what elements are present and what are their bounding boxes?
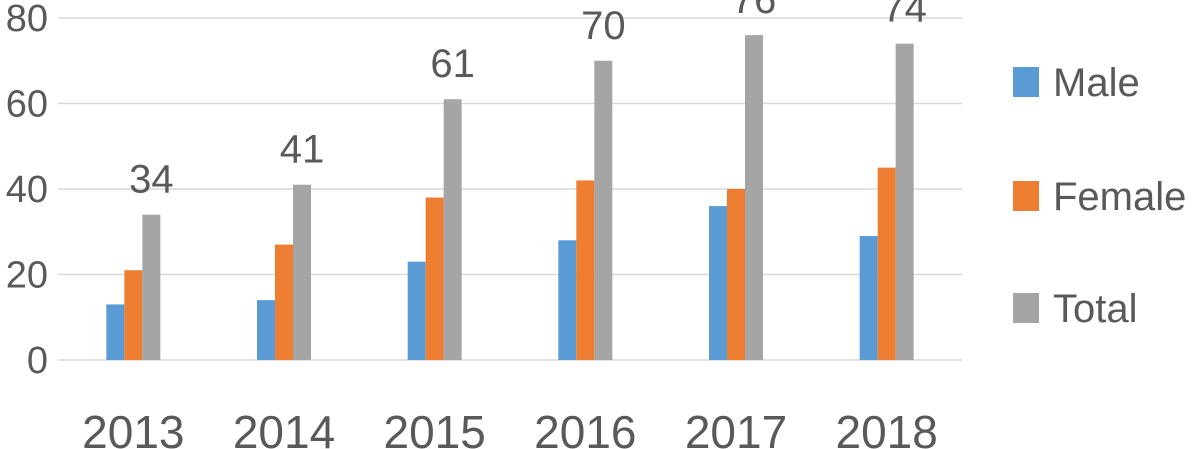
bar-total-2016	[594, 60, 613, 360]
data-labels: 34 41 61 70 76 74	[129, 0, 927, 202]
x-tick-label-2018: 2018	[835, 406, 937, 449]
y-tick-label-0: 0	[27, 340, 48, 382]
bars	[106, 35, 914, 361]
y-tick-label-40: 40	[6, 169, 48, 211]
bar-female-2014	[275, 244, 293, 360]
bar-female-2016	[576, 180, 595, 360]
data-label-total-2013: 34	[129, 158, 174, 202]
data-label-total-2018: 74	[882, 0, 927, 31]
data-label-total-2014: 41	[280, 128, 325, 172]
gridlines	[58, 17, 962, 361]
bar-male-2017	[709, 206, 727, 360]
x-tick-label-2014: 2014	[233, 406, 335, 449]
bar-female-2017	[727, 189, 745, 360]
bar-male-2014	[257, 300, 275, 360]
y-axis-tick-labels: 0 20 40 60 80	[6, 0, 48, 382]
y-tick-label-80: 80	[6, 0, 48, 40]
bar-male-2018	[859, 236, 878, 360]
bar-male-2015	[407, 261, 426, 360]
legend-label-female: Female	[1053, 175, 1186, 219]
bar-male-2013	[106, 304, 125, 360]
legend-swatch-total	[1013, 293, 1039, 323]
data-label-total-2017: 76	[732, 0, 777, 22]
x-tick-label-2017: 2017	[685, 406, 787, 449]
x-axis-tick-labels: 2013 2014 2015 2016 2017 2018	[82, 406, 938, 449]
x-tick-label-2015: 2015	[383, 406, 485, 449]
legend-label-total: Total	[1053, 287, 1138, 331]
bar-total-2018	[895, 43, 914, 361]
x-tick-label-2013: 2013	[82, 406, 184, 449]
bar-male-2016	[558, 240, 577, 360]
bar-total-2014	[293, 184, 311, 360]
y-tick-label-60: 60	[6, 84, 48, 126]
data-label-total-2015: 61	[430, 42, 475, 86]
bar-female-2013	[124, 270, 143, 360]
bar-female-2015	[425, 197, 444, 360]
bar-female-2018	[877, 167, 896, 360]
data-label-total-2016: 70	[581, 4, 626, 48]
legend-label-male: Male	[1053, 61, 1140, 105]
x-tick-label-2016: 2016	[534, 406, 636, 449]
legend: Male Female Total	[1013, 61, 1186, 331]
bar-total-2017	[745, 35, 763, 360]
y-tick-label-20: 20	[6, 255, 48, 297]
legend-swatch-female	[1013, 181, 1039, 211]
bar-total-2013	[142, 214, 161, 360]
bar-total-2015	[443, 99, 462, 360]
legend-swatch-male	[1013, 67, 1039, 97]
